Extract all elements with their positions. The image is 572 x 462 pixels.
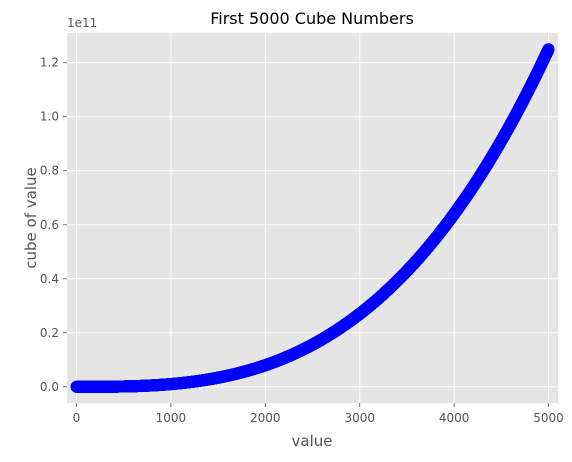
data-points (70, 43, 555, 393)
grid-lines (67, 33, 558, 403)
